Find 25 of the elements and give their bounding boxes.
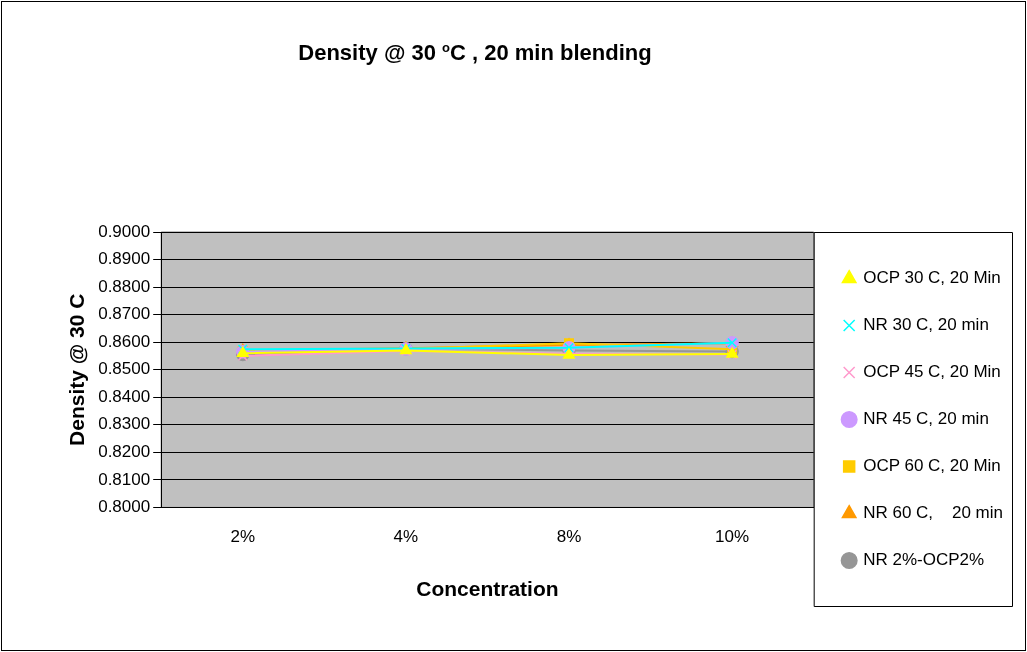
y-tick-label: 0.8800 <box>98 276 151 296</box>
x-tick-label: 4% <box>393 527 419 547</box>
x-tick-label: 2% <box>230 527 256 547</box>
y-tick-label: 0.8100 <box>98 469 151 489</box>
y-tick-label: 0.8200 <box>98 442 151 462</box>
y-axis-title: Density @ 30 C <box>65 293 89 446</box>
y-tick-label: 0.8900 <box>98 249 151 269</box>
y-tick-label: 0.8300 <box>98 414 151 434</box>
legend-label: NR 45 C, 20 min <box>863 409 989 429</box>
y-tick-label: 0.8500 <box>98 359 151 379</box>
legend-label: OCP 60 C, 20 Min <box>863 456 1001 476</box>
legend-label: OCP 45 C, 20 Min <box>863 362 1001 382</box>
y-tick-label: 0.8400 <box>98 386 151 406</box>
x-tick-label: 10% <box>715 527 750 547</box>
legend-label: OCP 30 C, 20 Min <box>863 268 1001 288</box>
y-tick-label: 0.8600 <box>98 331 151 351</box>
legend-label: NR 30 C, 20 min <box>863 315 989 335</box>
chart-title: Density @ 30 $^{o}$C , 20 min blending <box>297 40 653 67</box>
y-tick-label: 0.8000 <box>98 497 151 517</box>
legend-label: NR 2%-OCP2% <box>863 550 985 570</box>
x-axis-title: Concentration <box>416 577 559 601</box>
y-tick-label: 0.9000 <box>98 221 151 241</box>
x-tick-label: 8% <box>556 527 582 547</box>
y-tick-label: 0.8700 <box>98 304 151 324</box>
legend-label: NR 60 C, 20 min <box>863 503 1003 523</box>
